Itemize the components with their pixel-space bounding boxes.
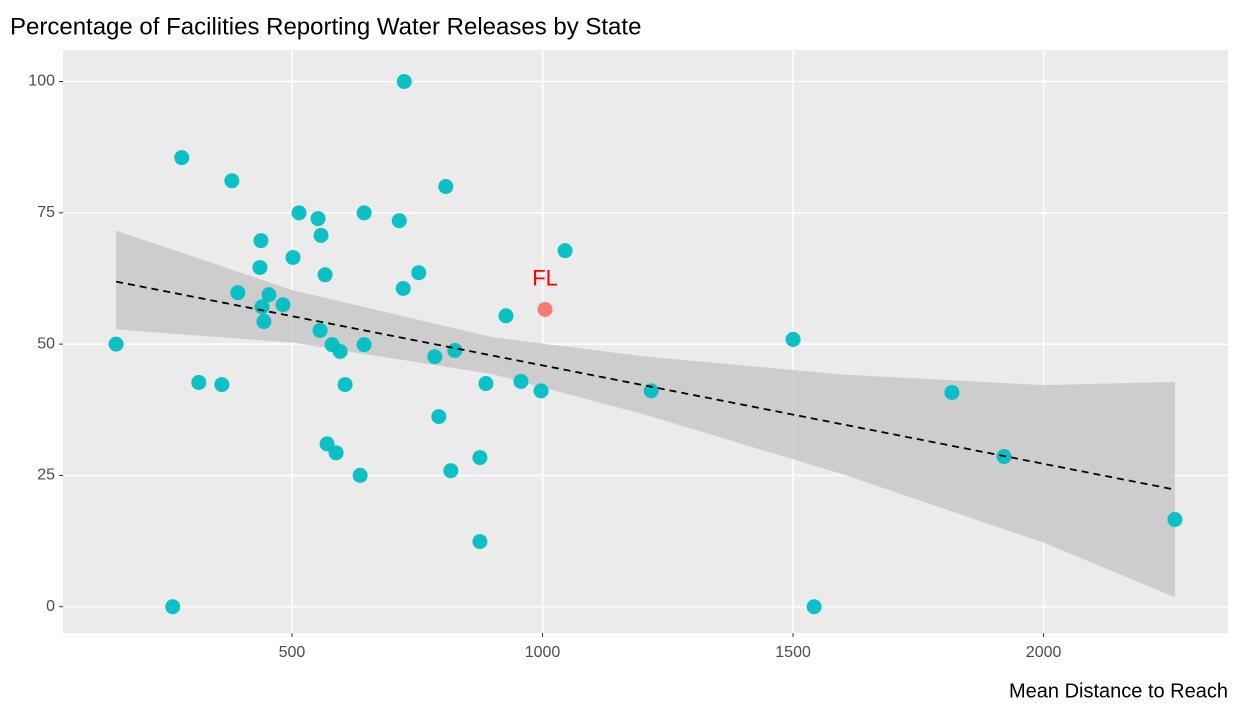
confidence-band — [116, 230, 1175, 598]
chart-title: Percentage of Facilities Reporting Water… — [10, 13, 641, 40]
point — [165, 599, 181, 615]
point — [396, 74, 412, 90]
point — [214, 377, 230, 393]
point — [328, 445, 344, 461]
point — [275, 297, 291, 313]
x-tick-label: 1500 — [775, 644, 811, 661]
point — [472, 534, 488, 550]
point — [356, 205, 372, 221]
x-axis-label: Mean Distance to Reach — [1009, 680, 1228, 702]
point — [285, 249, 301, 265]
point — [312, 322, 328, 338]
point — [643, 383, 659, 399]
point — [785, 331, 801, 347]
point — [256, 314, 272, 330]
point — [472, 450, 488, 466]
point — [443, 463, 459, 479]
y-tick-label: 0 — [46, 598, 55, 615]
point — [411, 265, 427, 281]
point — [356, 337, 372, 353]
y-tick-label: 75 — [37, 204, 55, 221]
point — [806, 599, 822, 615]
point — [230, 285, 246, 301]
point — [224, 173, 240, 189]
x-tick-label: 500 — [279, 644, 306, 661]
point — [537, 301, 553, 317]
y-tick-label: 50 — [37, 335, 55, 352]
point — [313, 227, 329, 243]
point — [438, 179, 454, 195]
x-tick-label: 2000 — [1026, 644, 1062, 661]
point — [395, 280, 411, 296]
point — [108, 336, 124, 352]
point — [332, 343, 348, 359]
point — [252, 259, 268, 275]
point — [261, 287, 277, 303]
x-tick-label: 1000 — [525, 644, 561, 661]
point — [447, 342, 463, 358]
point — [498, 308, 514, 324]
point — [337, 377, 353, 393]
point — [557, 243, 573, 259]
point — [174, 150, 190, 166]
point — [533, 383, 549, 399]
point — [317, 267, 333, 283]
y-tick-label: 100 — [28, 73, 55, 90]
point — [254, 299, 270, 315]
point — [253, 233, 269, 249]
point — [310, 211, 326, 227]
point — [513, 373, 529, 389]
point — [1167, 512, 1183, 528]
point — [478, 376, 494, 392]
point — [352, 467, 368, 483]
point — [431, 409, 447, 425]
y-tick-label: 25 — [37, 467, 55, 484]
point — [427, 349, 443, 365]
point — [944, 384, 960, 400]
point — [391, 213, 407, 229]
annotation: FL — [532, 265, 558, 290]
point — [291, 205, 307, 221]
point — [191, 374, 207, 390]
